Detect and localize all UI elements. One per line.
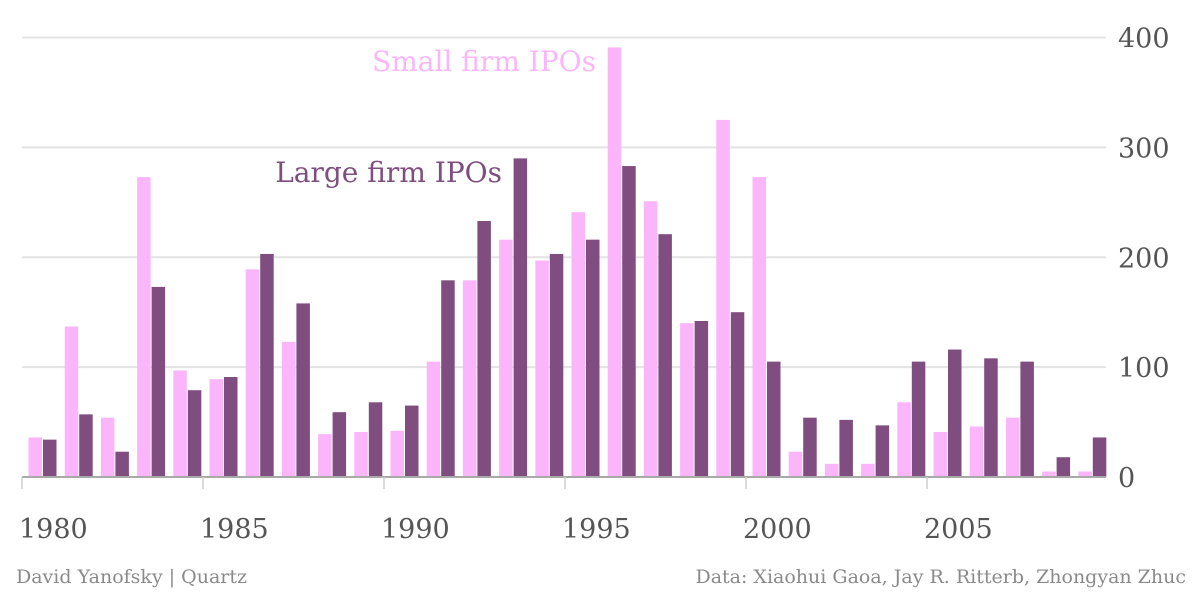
- source-text: Data: Xiaohui Gaoa, Jay R. Ritterb, Zhon…: [695, 566, 1186, 588]
- small-firm-bar-1999: [716, 119, 730, 477]
- large-firm-bar-1981: [79, 414, 93, 477]
- large-firm-bar-2001: [803, 417, 817, 477]
- small-firm-bar-1997: [643, 201, 658, 477]
- small-firm-series-label: Small firm IPOs: [372, 45, 596, 78]
- small-firm-bar-1982: [100, 417, 115, 477]
- large-firm-bar-1991: [441, 280, 455, 477]
- small-firm-bar-2009: [1078, 471, 1092, 477]
- small-firm-bar-1995: [571, 212, 585, 478]
- y-tick-label: 100: [1118, 353, 1170, 384]
- x-tick-label: 1985: [200, 514, 269, 545]
- small-firm-bar-1996: [607, 47, 622, 478]
- y-tick-label: 0: [1118, 463, 1135, 494]
- small-firm-bar-2007: [1005, 417, 1020, 477]
- small-firm-bar-1998: [680, 323, 694, 477]
- small-firm-bar-2002: [824, 463, 839, 477]
- large-firm-bar-1990: [405, 405, 419, 477]
- y-tick-label: 300: [1118, 133, 1170, 164]
- x-tick-label: 2005: [924, 514, 993, 545]
- large-firm-bar-1988: [332, 412, 347, 477]
- x-tick-label: 1990: [381, 514, 450, 545]
- large-firm-bar-1987: [296, 303, 310, 477]
- y-axis: 0 100 200 300 400: [1118, 24, 1170, 495]
- y-tick-label: 200: [1118, 243, 1170, 274]
- small-firm-bar-1990: [390, 430, 404, 477]
- small-firm-bar-1987: [281, 341, 296, 477]
- large-firm-bar-1997: [658, 234, 672, 477]
- large-firm-bar-1996: [622, 166, 636, 477]
- large-firm-bar-1998: [694, 320, 709, 477]
- large-firm-bar-1992: [477, 220, 491, 477]
- bars: [28, 47, 1107, 478]
- x-tick-label: 2000: [743, 514, 812, 545]
- gridlines: [22, 36, 1106, 369]
- small-firm-bar-2008: [1042, 471, 1056, 477]
- small-firm-bar-2006: [969, 426, 984, 477]
- large-firm-bar-2005: [948, 349, 962, 477]
- large-firm-bar-2000: [767, 361, 781, 477]
- large-firm-bar-1984: [187, 390, 202, 477]
- large-firm-bar-2009: [1092, 437, 1107, 477]
- large-firm-bar-1994: [549, 253, 564, 477]
- small-firm-bar-1989: [354, 431, 368, 477]
- large-firm-bar-2002: [839, 419, 853, 477]
- large-firm-bar-2003: [875, 425, 890, 477]
- large-firm-bar-1982: [115, 451, 129, 477]
- small-firm-bar-1991: [426, 361, 441, 477]
- small-firm-bar-1992: [462, 280, 477, 477]
- small-firm-bar-1986: [245, 269, 260, 477]
- large-firm-bar-1980: [43, 439, 57, 477]
- large-firm-series-label: Large firm IPOs: [275, 156, 502, 189]
- small-firm-bar-2005: [933, 431, 947, 477]
- small-firm-bar-2004: [897, 402, 911, 477]
- x-axis: 1980 1985 1990 1995 2000 2005: [19, 476, 1106, 545]
- large-firm-bar-1983: [151, 286, 166, 477]
- x-tick-label: 1980: [19, 514, 88, 545]
- small-firm-bar-1983: [137, 177, 151, 477]
- large-firm-bar-1989: [368, 402, 383, 477]
- credit-text: David Yanofsky | Quartz: [16, 566, 248, 588]
- large-firm-bar-1995: [586, 239, 600, 477]
- small-firm-bar-1981: [64, 326, 79, 477]
- small-firm-bar-1985: [209, 379, 223, 477]
- small-firm-bar-1988: [318, 434, 332, 477]
- small-firm-bar-1994: [535, 260, 549, 477]
- large-firm-bar-1993: [513, 158, 528, 478]
- large-firm-bar-2008: [1056, 457, 1071, 477]
- small-firm-bar-2003: [861, 463, 875, 477]
- large-firm-bar-1985: [224, 377, 238, 477]
- large-firm-bar-1999: [730, 312, 745, 477]
- x-tick-label: 1995: [562, 514, 631, 545]
- large-firm-bar-2006: [984, 358, 998, 477]
- large-firm-bar-2007: [1020, 361, 1034, 477]
- small-firm-bar-1980: [28, 437, 42, 477]
- small-firm-bar-1984: [173, 370, 187, 477]
- small-firm-bar-2001: [788, 451, 803, 477]
- large-firm-bar-1986: [260, 253, 274, 477]
- y-tick-label: 400: [1118, 24, 1170, 55]
- small-firm-bar-1993: [499, 239, 513, 477]
- large-firm-bar-2004: [911, 361, 926, 477]
- small-firm-bar-2000: [752, 177, 766, 477]
